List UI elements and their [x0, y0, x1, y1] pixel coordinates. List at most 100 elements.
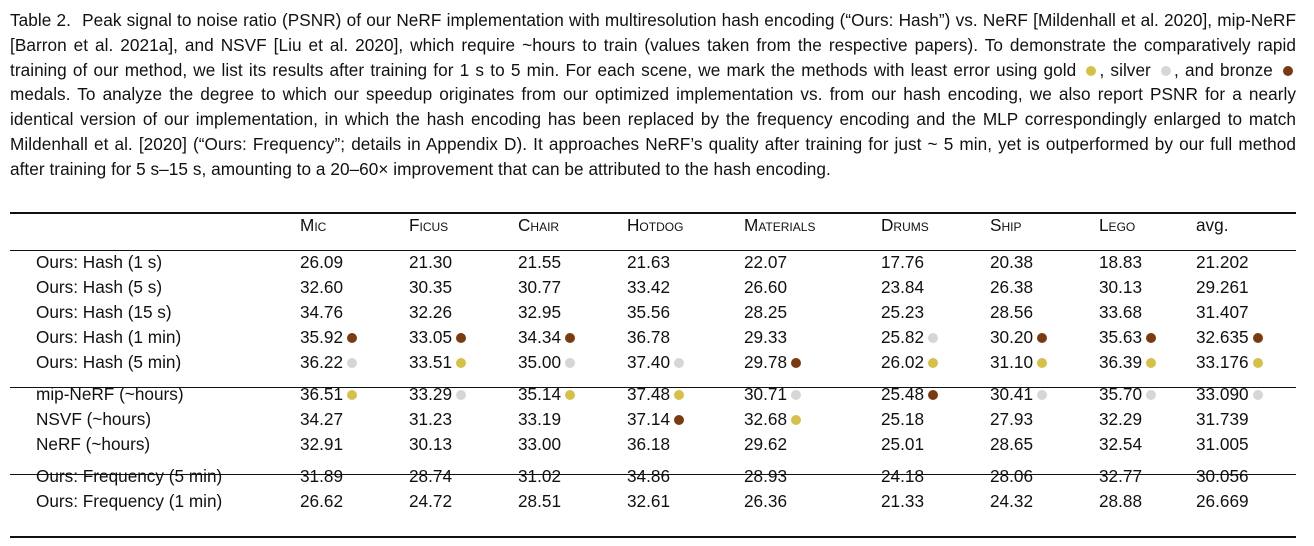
group-spacer: [10, 457, 1296, 464]
psnr-value: 29.261: [1196, 277, 1249, 297]
psnr-value: 35.70: [1099, 384, 1143, 404]
group-spacer: [10, 238, 1296, 250]
psnr-value: 36.18: [627, 434, 671, 454]
psnr-value: 35.63: [1099, 327, 1143, 347]
psnr-value: 30.056: [1196, 466, 1249, 486]
gold-medal-icon: [928, 358, 939, 368]
psnr-cell: 32.61: [627, 489, 744, 514]
psnr-cell: 27.93: [990, 407, 1099, 432]
psnr-cell: 31.02: [518, 464, 627, 489]
psnr-value: 33.00: [518, 434, 562, 454]
psnr-value: 34.76: [300, 302, 344, 322]
psnr-value: 31.89: [300, 466, 344, 486]
psnr-cell: 35.63: [1099, 325, 1196, 350]
method-label: mip-NeRF (~hours): [36, 384, 184, 404]
psnr-cell: 32.54: [1099, 432, 1196, 457]
psnr-cell: 31.739: [1196, 407, 1296, 432]
psnr-value: 21.33: [881, 491, 925, 511]
psnr-cell: 26.669: [1196, 489, 1296, 514]
gold-medal-icon: [1037, 358, 1048, 368]
psnr-cell: 35.92: [300, 325, 409, 350]
psnr-value: 30.13: [1099, 277, 1143, 297]
psnr-cell: 33.05: [409, 325, 518, 350]
psnr-cell: 29.62: [744, 432, 881, 457]
psnr-value: 29.78: [744, 352, 788, 372]
table-row: Ours: Hash (5 s) 32.60 30.35 30.77 33.42 26.6…: [10, 275, 1296, 300]
psnr-cell: 33.19: [518, 407, 627, 432]
gold-medal-icon: [347, 390, 358, 400]
psnr-cell: 36.78: [627, 325, 744, 350]
psnr-cell: 24.18: [881, 464, 990, 489]
psnr-cell: 31.005: [1196, 432, 1296, 457]
gold-medal-icon: [674, 390, 685, 400]
psnr-cell: 32.29: [1099, 407, 1196, 432]
psnr-cell: 23.84: [881, 275, 990, 300]
psnr-cell: 32.68: [744, 407, 881, 432]
psnr-value: 25.48: [881, 384, 925, 404]
psnr-value: 32.68: [744, 409, 788, 429]
table-row: Ours: Frequency (5 min) 31.89 28.74 31.02 34…: [10, 464, 1296, 489]
psnr-cell: 26.38: [990, 275, 1099, 300]
psnr-cell: 18.83: [1099, 250, 1196, 275]
psnr-cell: 31.407: [1196, 300, 1296, 325]
table-row: Ours: Frequency (1 min) 26.62 24.72 28.51 32…: [10, 489, 1296, 514]
psnr-value: 21.30: [409, 252, 453, 272]
psnr-cell: 34.27: [300, 407, 409, 432]
psnr-value: 30.35: [409, 277, 453, 297]
psnr-value: 25.01: [881, 434, 925, 454]
psnr-value: 31.10: [990, 352, 1034, 372]
header-mic: Mic: [300, 215, 327, 235]
psnr-cell: 31.23: [409, 407, 518, 432]
header-chair: Chair: [518, 215, 560, 235]
psnr-cell: 31.89: [300, 464, 409, 489]
gold-medal-icon: [1086, 65, 1097, 76]
psnr-value: 30.77: [518, 277, 562, 297]
psnr-value: 26.62: [300, 491, 344, 511]
header-hotdog: Hotdog: [627, 215, 684, 235]
psnr-cell: 36.18: [627, 432, 744, 457]
psnr-cell: 26.60: [744, 275, 881, 300]
psnr-cell: 33.176: [1196, 350, 1296, 375]
psnr-cell: 35.00: [518, 350, 627, 375]
bronze-medal-icon: [1252, 333, 1263, 343]
psnr-cell: 37.48: [627, 382, 744, 407]
psnr-cell: 21.202: [1196, 250, 1296, 275]
gold-medal-icon: [456, 358, 467, 368]
psnr-value: 20.38: [990, 252, 1034, 272]
header-ship: Ship: [990, 215, 1022, 235]
psnr-value: 34.86: [627, 466, 671, 486]
psnr-value: 31.005: [1196, 434, 1249, 454]
psnr-value: 21.202: [1196, 252, 1249, 272]
silver-medal-icon: [928, 333, 939, 343]
psnr-value: 31.739: [1196, 409, 1249, 429]
silver-medal-icon: [1146, 390, 1157, 400]
psnr-value: 24.18: [881, 466, 925, 486]
table-label: Table 2.: [10, 10, 71, 30]
method-label: Ours: Hash (1 min): [36, 327, 182, 347]
bronze-medal-icon: [456, 333, 467, 343]
psnr-value: 33.176: [1196, 352, 1249, 372]
psnr-value: 35.00: [518, 352, 562, 372]
psnr-value: 24.32: [990, 491, 1034, 511]
psnr-value: 32.61: [627, 491, 671, 511]
psnr-value: 18.83: [1099, 252, 1143, 272]
psnr-cell: 25.82: [881, 325, 990, 350]
psnr-value: 31.02: [518, 466, 562, 486]
psnr-cell: 28.51: [518, 489, 627, 514]
gold-medal-icon: [1146, 358, 1157, 368]
psnr-value: 22.07: [744, 252, 788, 272]
psnr-value: 33.68: [1099, 302, 1143, 322]
psnr-cell: 21.63: [627, 250, 744, 275]
gold-medal-icon: [1252, 358, 1263, 368]
psnr-value: 37.14: [627, 409, 671, 429]
psnr-value: 33.090: [1196, 384, 1249, 404]
psnr-cell: 36.51: [300, 382, 409, 407]
psnr-cell: 33.42: [627, 275, 744, 300]
table-row: mip-NeRF (~hours) 36.51 33.29 35.14 37.48 30.…: [10, 382, 1296, 407]
psnr-cell: 28.74: [409, 464, 518, 489]
psnr-cell: 26.62: [300, 489, 409, 514]
psnr-cell: 25.18: [881, 407, 990, 432]
psnr-cell: 34.76: [300, 300, 409, 325]
psnr-value: 28.93: [744, 466, 788, 486]
